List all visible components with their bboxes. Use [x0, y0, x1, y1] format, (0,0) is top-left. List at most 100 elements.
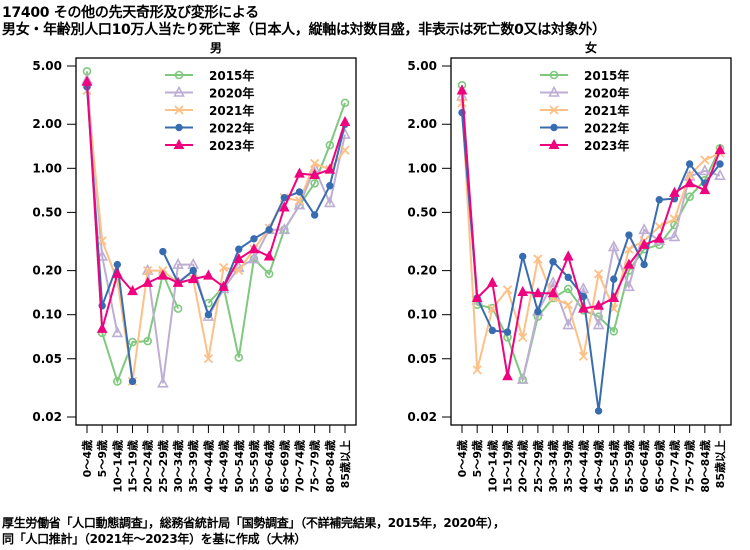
data-point	[234, 265, 244, 276]
legend: 2015年 2020年 2021年 2022年 2023年	[540, 68, 629, 153]
data-point	[638, 223, 650, 235]
data-point	[653, 232, 665, 243]
data-point	[173, 304, 183, 313]
legend-label: 2020年	[209, 86, 254, 101]
series-line	[86, 81, 346, 330]
y-tick-label: 0.05	[32, 352, 62, 366]
data-point	[502, 285, 513, 295]
series-line	[207, 102, 346, 358]
x-tick-label: 0～4歳	[80, 440, 94, 477]
y-tick-label: 0.02	[32, 410, 62, 424]
data-point	[203, 269, 214, 280]
data-point	[218, 262, 229, 273]
data-point	[607, 240, 620, 252]
y-tick-label: 2.00	[407, 117, 437, 131]
legend-label: 2023年	[584, 138, 629, 153]
data-point	[265, 226, 273, 234]
data-point	[218, 280, 229, 291]
data-point	[503, 328, 512, 336]
x-tick-label: 80～84歳	[698, 440, 712, 493]
data-point	[684, 177, 695, 188]
data-point	[157, 269, 169, 280]
data-point	[172, 276, 184, 287]
x-tick-label: 50～54歳	[607, 440, 621, 493]
data-point	[547, 276, 559, 288]
data-point	[547, 287, 559, 298]
data-point	[143, 265, 153, 276]
data-point	[517, 285, 529, 296]
data-point	[97, 236, 107, 246]
x-tick-label: 75～79歳	[308, 440, 322, 493]
x-tick-label: 80～84歳	[323, 440, 337, 493]
x-tick-label: 60～64歳	[637, 440, 651, 493]
source-note-line-2: 同「人口推計」（2021年～2023年）を基に作成（大林）	[2, 532, 307, 546]
data-point	[700, 155, 710, 165]
data-point	[127, 284, 138, 296]
data-point	[325, 140, 335, 150]
y-tick-label: 0.05	[407, 352, 437, 366]
x-tick-label: 85歳以上	[713, 440, 727, 488]
legend-marker	[173, 138, 185, 149]
series-2023年	[456, 84, 726, 381]
x-tick-label: 5～9歳	[470, 440, 484, 477]
data-point	[159, 247, 167, 256]
data-point	[295, 188, 304, 196]
legend: 2015年 2020年 2021年 2022年 2023年	[165, 68, 254, 153]
x-tick-label: 50～54歳	[232, 440, 246, 493]
y-tick-label: 0.50	[407, 205, 437, 219]
data-point	[578, 302, 589, 313]
data-point	[625, 231, 633, 239]
data-point	[594, 407, 603, 415]
x-tick-label: 40～44歳	[576, 440, 590, 493]
data-point	[278, 223, 291, 235]
series-line	[461, 90, 721, 377]
data-point	[577, 282, 590, 294]
legend-label: 2022年	[209, 121, 254, 136]
x-tick-label: 40～44歳	[201, 440, 215, 493]
y-tick-label: 1.00	[407, 161, 437, 175]
x-tick-label: 60～64歳	[262, 440, 276, 493]
data-point	[234, 353, 244, 362]
data-point	[294, 167, 305, 178]
x-tick-label: 5～9歳	[95, 440, 109, 477]
x-tick-label: 25～29歳	[156, 440, 170, 493]
data-point	[339, 115, 351, 127]
data-point	[578, 351, 589, 361]
data-point	[532, 287, 544, 298]
chart-title-line-1: 17400 その他の先天奇形及び変形による	[2, 5, 259, 21]
legend-label: 2022年	[584, 121, 629, 136]
y-tick-label: 0.20	[407, 264, 437, 278]
data-point	[549, 258, 557, 266]
x-tick-label: 85歳以上	[338, 440, 352, 488]
data-point	[563, 300, 573, 310]
legend-label: 2023年	[209, 138, 254, 153]
data-point	[623, 258, 635, 269]
legend-marker	[548, 138, 560, 149]
legend-marker	[174, 105, 184, 115]
data-point	[96, 322, 108, 333]
data-point	[293, 198, 306, 210]
x-tick-label: 25～29歳	[531, 440, 545, 493]
data-point	[668, 230, 681, 242]
legend-marker	[173, 85, 185, 97]
series-line	[461, 112, 721, 412]
data-point	[564, 273, 572, 282]
data-point	[280, 193, 288, 202]
chart-panel-male: 男 5.00 2.00 1.00 0.50 0.20 0.10 0.05 0.02 0～4歳 5～9…	[32, 41, 357, 493]
legend-marker	[548, 85, 560, 97]
data-point	[310, 178, 319, 188]
panel-title: 女	[585, 40, 597, 55]
x-tick-label: 65～69歳	[652, 440, 666, 493]
data-point	[502, 370, 513, 381]
x-tick-label: 45～49歳	[592, 440, 606, 493]
data-point	[310, 211, 319, 219]
data-point	[624, 244, 634, 254]
y-tick-label: 0.50	[32, 205, 62, 219]
x-tick-label: 20～24歳	[516, 440, 530, 493]
series-2023年	[81, 75, 351, 333]
data-point	[340, 145, 350, 155]
legend-label: 2015年	[209, 68, 254, 83]
data-point	[189, 266, 197, 275]
data-point	[714, 144, 726, 155]
data-point	[111, 326, 124, 338]
